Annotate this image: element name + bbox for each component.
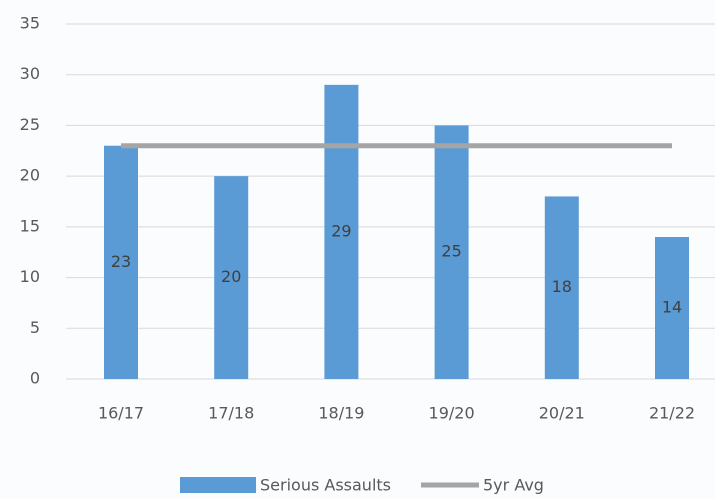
y-tick-label: 20 [20,166,40,185]
legend-label: Serious Assaults [260,476,391,495]
bar [655,237,689,379]
y-tick-label: 10 [20,267,40,286]
y-tick-label: 0 [30,369,40,388]
legend-label: 5yr Avg [483,476,544,495]
x-tick-label: 19/20 [429,404,475,423]
data-label: 25 [441,242,461,261]
data-label: 23 [111,252,131,271]
x-tick-label: 20/21 [539,404,585,423]
data-label: 20 [221,267,241,286]
x-tick-label: 17/18 [208,404,254,423]
y-tick-label: 30 [20,64,40,83]
x-tick-label: 21/22 [649,404,695,423]
data-label: 18 [552,277,572,296]
y-tick-label: 5 [30,318,40,337]
x-tick-label: 18/19 [318,404,364,423]
y-tick-label: 25 [20,115,40,134]
data-label: 29 [331,221,351,240]
legend-swatch [180,477,256,493]
bar [434,125,469,379]
y-tick-label: 35 [20,14,40,33]
bar [324,84,359,379]
data-label: 14 [662,298,682,317]
bar [544,196,579,379]
y-tick-label: 15 [20,216,40,235]
x-tick-label: 16/17 [98,404,144,423]
bar [104,145,138,379]
bar [214,176,249,379]
